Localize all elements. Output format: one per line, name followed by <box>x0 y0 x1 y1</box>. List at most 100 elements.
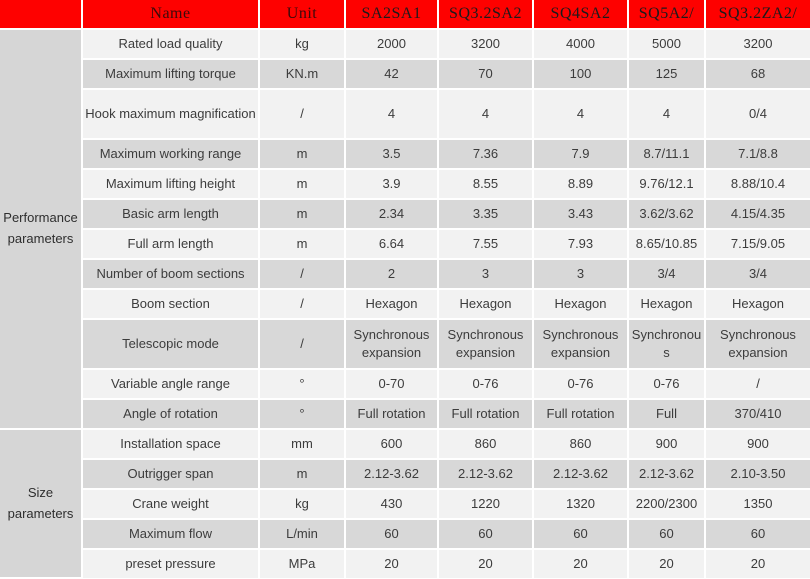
header-cell-corner <box>0 0 83 30</box>
value-cell: Synchronous expansion <box>437 318 534 370</box>
value-cell: 860 <box>437 428 534 460</box>
value-cell: 3.43 <box>532 198 629 230</box>
value-cell: 3.35 <box>437 198 534 230</box>
value-cell: 3/4 <box>704 258 810 290</box>
value-cell: 2.12-3.62 <box>344 458 439 490</box>
value-cell: 3 <box>437 258 534 290</box>
row-name-cell: Angle of rotation <box>81 398 260 430</box>
value-cell: 900 <box>627 428 706 460</box>
header-cell-model-4: SQ3.2ZA2/ <box>704 0 810 30</box>
value-cell: 7.36 <box>437 138 534 170</box>
table-row: Telescopic mode / Synchronous expansion Syn… <box>0 318 810 370</box>
value-cell: 7.1/8.8 <box>704 138 810 170</box>
value-cell: 70 <box>437 58 534 90</box>
table-row: Outrigger span m 2.12-3.62 2.12-3.62 2.12-3.… <box>0 458 810 490</box>
row-name-cell: Boom section <box>81 288 260 320</box>
header-cell-model-1: SQ3.2SA2 <box>437 0 534 30</box>
value-cell: 2000 <box>344 28 439 60</box>
value-cell: 4 <box>532 88 629 140</box>
value-cell: 2.34 <box>344 198 439 230</box>
value-cell: 60 <box>532 518 629 550</box>
value-cell: 900 <box>704 428 810 460</box>
value-cell: 4000 <box>532 28 629 60</box>
value-cell: Hexagon <box>344 288 439 320</box>
value-cell: Hexagon <box>532 288 629 320</box>
table-row: Angle of rotation ° Full rotation Full rota… <box>0 398 810 430</box>
value-cell: 68 <box>704 58 810 90</box>
value-cell: 4 <box>344 88 439 140</box>
value-cell: Hexagon <box>704 288 810 320</box>
row-name-cell: Full arm length <box>81 228 260 260</box>
unit-cell: m <box>258 138 346 170</box>
unit-cell: ° <box>258 368 346 400</box>
value-cell: 7.15/9.05 <box>704 228 810 260</box>
row-name-cell: Outrigger span <box>81 458 260 490</box>
group-cell-1: Size parameters <box>0 428 83 579</box>
row-name-cell: Hook maximum magnification <box>81 88 260 140</box>
unit-cell: / <box>258 318 346 370</box>
table-row: Maximum working range m 3.5 7.36 7.9 8.7/11.1… <box>0 138 810 170</box>
table-row: Maximum flow L/min 60 60 60 60 60 <box>0 518 810 550</box>
row-name-cell: Number of boom sections <box>81 258 260 290</box>
unit-cell: kg <box>258 488 346 520</box>
value-cell: 1350 <box>704 488 810 520</box>
value-cell: 7.93 <box>532 228 629 260</box>
value-cell: Synchronous expansion <box>704 318 810 370</box>
unit-cell: kg <box>258 28 346 60</box>
value-cell: 8.65/10.85 <box>627 228 706 260</box>
header-cell-unit: Unit <box>258 0 346 30</box>
table-body: Performance parameters Rated load quality… <box>0 28 810 579</box>
table-row: preset pressure MPa 20 20 20 20 20 <box>0 548 810 578</box>
value-cell: Full rotation <box>437 398 534 430</box>
value-cell: 0-76 <box>437 368 534 400</box>
value-cell: 2200/2300 <box>627 488 706 520</box>
value-cell: 7.55 <box>437 228 534 260</box>
value-cell: 2.10-3.50 <box>704 458 810 490</box>
value-cell: Synchronous <box>627 318 706 370</box>
value-cell: 3200 <box>437 28 534 60</box>
value-cell: 100 <box>532 58 629 90</box>
value-cell: Hexagon <box>627 288 706 320</box>
value-cell: 8.7/11.1 <box>627 138 706 170</box>
header-cell-name: Name <box>81 0 260 30</box>
value-cell: 20 <box>437 548 534 578</box>
value-cell: 60 <box>704 518 810 550</box>
row-name-cell: Variable angle range <box>81 368 260 400</box>
value-cell: 2.12-3.62 <box>437 458 534 490</box>
value-cell: 2.12-3.62 <box>627 458 706 490</box>
unit-cell: / <box>258 288 346 320</box>
table-row: Basic arm length m 2.34 3.35 3.43 3.62/3.62 4.… <box>0 198 810 230</box>
value-cell: / <box>704 368 810 400</box>
table-row: Maximum lifting torque KN.m 42 70 100 125 68 <box>0 58 810 90</box>
value-cell: Synchronous expansion <box>344 318 439 370</box>
value-cell: 7.9 <box>532 138 629 170</box>
row-name-cell: Telescopic mode <box>81 318 260 370</box>
unit-cell: / <box>258 258 346 290</box>
header-row: Name Unit SA2SA1 SQ3.2SA2 SQ4SA2 SQ5A2/ … <box>0 0 810 30</box>
value-cell: 860 <box>532 428 629 460</box>
value-cell: 3.62/3.62 <box>627 198 706 230</box>
value-cell: 5000 <box>627 28 706 60</box>
table-row: Number of boom sections/2 3 3 3/4 3/4 <box>0 258 810 290</box>
value-cell: 1320 <box>532 488 629 520</box>
table-row: Size parameters Installation space mm 600 86… <box>0 428 810 579</box>
row-name-cell: Basic arm length <box>81 198 260 230</box>
row-name-cell: Rated load quality <box>81 28 260 60</box>
value-cell: 2 <box>344 258 439 290</box>
value-cell: 6.64 <box>344 228 439 260</box>
value-cell: 8.89 <box>532 168 629 200</box>
value-cell: 9.76/12.1 <box>627 168 706 200</box>
value-cell: 3200 <box>704 28 810 60</box>
row-name-cell: preset pressure <box>81 548 260 578</box>
unit-cell: m <box>258 228 346 260</box>
value-cell: 20 <box>344 548 439 578</box>
table-row: Maximum lifting height m 3.9 8.55 8.89 9.76/1… <box>0 168 810 200</box>
unit-cell: KN.m <box>258 58 346 90</box>
value-cell: 8.88/10.4 <box>704 168 810 200</box>
value-cell: 8.55 <box>437 168 534 200</box>
value-cell: 600 <box>344 428 439 460</box>
value-cell: 4 <box>437 88 534 140</box>
unit-cell: m <box>258 458 346 490</box>
unit-cell: L/min <box>258 518 346 550</box>
